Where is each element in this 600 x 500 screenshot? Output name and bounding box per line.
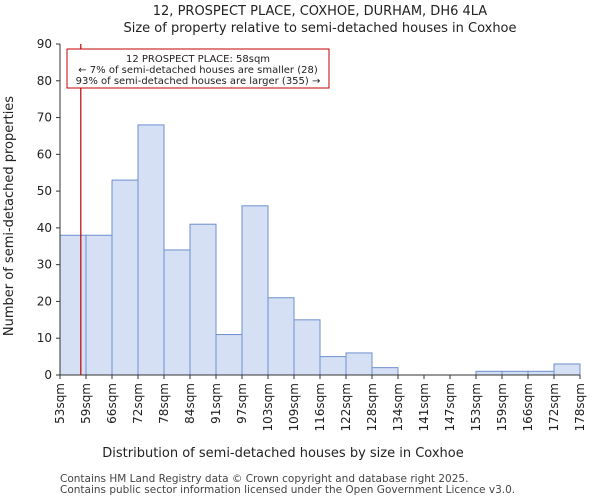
y-tick-label: 80 [37, 74, 52, 88]
annotation-line-2: ← 7% of semi-detached houses are smaller… [78, 65, 318, 76]
y-tick-label: 40 [37, 221, 52, 235]
chart-subtitle: Size of property relative to semi-detach… [123, 21, 516, 36]
bar-59sqm [85, 234, 113, 376]
x-tick-label: 159sqm [495, 383, 509, 431]
bar-66sqm [111, 179, 139, 376]
histogram-chart: 12, PROSPECT PLACE, COXHOE, DURHAM, DH6 … [2, 4, 587, 461]
x-tick-label: 116sqm [313, 383, 327, 431]
footer-line-1: Contains HM Land Registry data © Crown c… [60, 473, 469, 485]
bar-109sqm [293, 319, 321, 376]
x-tick-label: 109sqm [287, 383, 301, 431]
annotation-border [66, 48, 330, 89]
x-tick-label: 147sqm [443, 383, 457, 431]
x-tick-label: 178sqm [573, 383, 587, 431]
bar-172sqm [553, 363, 581, 376]
x-tick-label: 141sqm [417, 383, 431, 431]
x-axis-ticks: 53sqm 59sqm 66sqm 72sqm 78sqm 84sqm 91sqm 97sqm… [53, 375, 587, 431]
y-tick-label: 30 [37, 258, 52, 272]
y-tick-label: 0 [44, 368, 52, 382]
y-tick-label: 60 [37, 147, 52, 161]
bar-153sqm [475, 370, 503, 376]
bar-84sqm [189, 223, 217, 376]
chart-title: 12, PROSPECT PLACE, COXHOE, DURHAM, DH6 … [153, 4, 488, 19]
x-tick-label: 78sqm [157, 383, 171, 424]
x-tick-label: 91sqm [209, 383, 223, 424]
bar-97sqm [241, 205, 269, 376]
annotation-box: 12 PROSPECT PLACE: 58sqm ← 7% of semi-de… [66, 48, 330, 89]
bar-72sqm [137, 124, 165, 376]
bar-78sqm [163, 249, 191, 376]
y-tick-label: 70 [37, 111, 52, 125]
x-tick-label: 172sqm [547, 383, 561, 431]
x-tick-label: 134sqm [391, 383, 405, 431]
x-tick-label: 122sqm [339, 383, 353, 431]
footer-line-2: Contains public sector information licen… [60, 484, 516, 496]
x-tick-label: 97sqm [235, 383, 249, 424]
bar-128sqm [371, 367, 399, 376]
bar-103sqm [267, 297, 295, 376]
x-tick-label: 153sqm [469, 383, 483, 431]
annotation-line-3: 93% of semi-detached houses are larger (… [76, 76, 321, 87]
x-tick-label: 53sqm [53, 383, 67, 424]
bar-53sqm [59, 234, 87, 376]
bar-122sqm [345, 352, 373, 376]
x-tick-label: 84sqm [183, 383, 197, 424]
y-tick-label: 90 [37, 37, 52, 51]
x-tick-label: 103sqm [261, 383, 275, 431]
x-tick-label: 72sqm [131, 383, 145, 424]
y-tick-label: 50 [37, 184, 52, 198]
plot-area: 0 10 20 30 40 50 60 70 80 90 53sqm 59sqm 66sqm 72sqm… [37, 37, 587, 431]
bar-166sqm [527, 370, 555, 376]
bars [59, 124, 581, 376]
y-tick-label: 10 [37, 331, 52, 345]
x-tick-label: 66sqm [105, 383, 119, 424]
y-tick-label: 20 [37, 294, 52, 308]
bar-159sqm [501, 370, 529, 376]
y-axis-label: Number of semi-detached properties [2, 96, 17, 336]
x-tick-label: 128sqm [365, 383, 379, 431]
bar-91sqm [215, 334, 243, 376]
x-tick-label: 59sqm [79, 383, 93, 424]
y-axis-ticks: 0 10 20 30 40 50 60 70 80 90 [37, 37, 60, 382]
x-axis-label: Distribution of semi-detached houses by … [102, 446, 463, 461]
x-tick-label: 166sqm [521, 383, 535, 431]
bar-116sqm [319, 356, 347, 376]
annotation-line-1: 12 PROSPECT PLACE: 58sqm [126, 54, 270, 65]
